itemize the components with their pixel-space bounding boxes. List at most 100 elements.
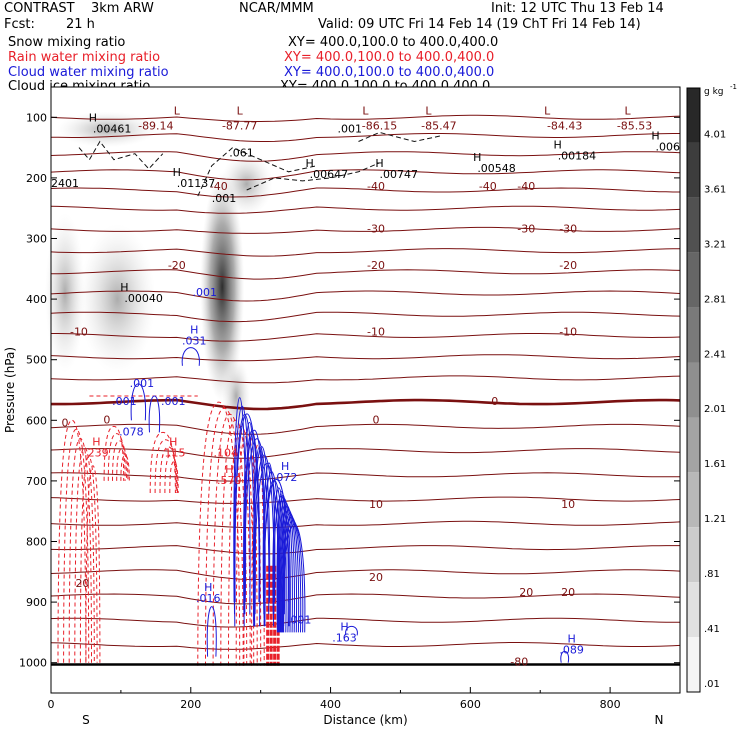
cloud-water-contour [130,383,147,421]
temperature-label: -85.47 [421,119,456,132]
temperature-label: -40 [367,180,385,193]
colorbar-unit: g kg [704,87,724,97]
temperature-contour [50,151,681,162]
extremum-value: .001 [338,122,363,135]
rain-contour [228,425,255,666]
cloud-water-value: .163 [332,631,357,644]
ice-shading-core [200,171,245,402]
extremum-value: .01137 [177,177,216,190]
temperature-contour [50,354,681,362]
cloud-water-contour [234,413,260,603]
field-xy-cloud-water: XY= 400.0,100.0 to 400.0,400.0 [284,65,495,80]
colorbar-label: 1.61 [704,459,726,470]
rain-contour [149,431,176,494]
temperature-label: 20 [519,586,533,599]
temperature-label: -30 [367,222,385,235]
temperature-contour [50,545,680,555]
rain-contour [107,433,126,481]
extremum-mark: L [237,104,244,117]
cloud-water-contour [244,438,270,615]
temperature-label: -40 [210,180,228,193]
colorbar-label: 2.81 [704,294,726,305]
colorbar-label: 2.41 [704,349,726,360]
field-xy-snow: XY= 400.0,100.0 to 400.0,400.0 [288,35,499,50]
colorbar-label: 4.01 [704,130,726,141]
cloud-water-extremum-mark: H [190,324,198,337]
cloud-water-value: .001 [161,395,186,408]
cloud-water-value: .001 [112,395,137,408]
colorbar-label: 3.21 [704,239,726,250]
colorbar-label: 3.61 [704,185,726,196]
temperature-label: -20 [367,259,385,272]
temperature-label: -30 [559,222,577,235]
temperature-contour [50,205,681,214]
x-tick-label: 0 [48,698,55,711]
y-tick-label: 100 [26,111,47,124]
temperature-label: -10 [559,325,577,338]
temperature-label: -84.43 [547,119,582,132]
cloud-water-extremum-mark: H [281,460,289,473]
ice-contour [358,131,443,143]
rain-extremum-mark: H [225,463,233,476]
valid-time: Valid: 09 UTC Fri 14 Feb 14 (19 ChT Fri … [318,17,641,32]
colorbar-segment [687,142,700,198]
temperature-contour [50,593,681,605]
temperature-label: -87.77 [222,119,257,132]
colorbar-label: .41 [704,624,720,635]
rain-contour [103,425,125,481]
y-tick-label: 800 [26,536,47,549]
project-title: CONTRAST [4,1,75,16]
temperature-contour [50,642,681,650]
cloud-water-value: .072 [273,471,298,484]
y-tick-label: 900 [26,596,47,609]
temperature-contour [50,248,681,257]
temperature-contour [50,520,681,529]
cloud-water-contour [233,405,251,615]
colorbar-frame [686,87,701,693]
rain-contour [74,447,95,663]
temperature-contour [50,569,681,581]
temperature-label: -80 [510,656,528,669]
ice-contour [197,147,317,197]
temperature-label: -40 [517,180,535,193]
cloud-water-contour [148,395,161,433]
temperature-label: -30 [517,222,535,235]
rain-contour [154,439,177,494]
temperature-label: -86.15 [362,119,397,132]
cloud-water-value: .001 [287,613,312,626]
cloud-water-extremum-mark: H [204,581,212,594]
extremum-value: .00747 [379,168,418,181]
temperature-contour [50,269,681,280]
cloud-water-contour [282,523,306,633]
ice-shading [220,151,273,216]
extremum-value: .00647 [310,168,349,181]
colorbar-segment [687,417,700,473]
y-tick-label: 400 [26,293,47,306]
temperature-label: 20 [561,586,575,599]
cloud-water-contour [282,520,304,633]
temperature-contour [50,448,681,459]
x-tick-label: 600 [460,698,481,711]
extremum-mark: H [651,130,659,143]
colorbar-label: .01 [704,679,720,690]
ice-contour [78,140,164,170]
rain-contour [68,437,92,663]
colorbar-label: 1.21 [704,514,726,525]
temperature-contour [50,290,681,302]
extremum-mark: H [173,166,181,179]
colorbar-segment [687,527,700,583]
y-tick-label: 200 [26,172,47,185]
rain-contour [85,465,101,663]
extremum-mark: H [305,157,313,170]
colorbar-segment [687,197,700,253]
x-tick-label: 200 [180,698,201,711]
cloud-water-contour [280,513,300,633]
field-label-rain: Rain water mixing ratio [8,50,161,65]
x-tick-label: 400 [320,698,341,711]
cloud-water-value: .078 [119,425,144,438]
temperature-contour [51,333,681,342]
rain-contour [116,447,129,481]
y-tick-label: 700 [26,475,47,488]
